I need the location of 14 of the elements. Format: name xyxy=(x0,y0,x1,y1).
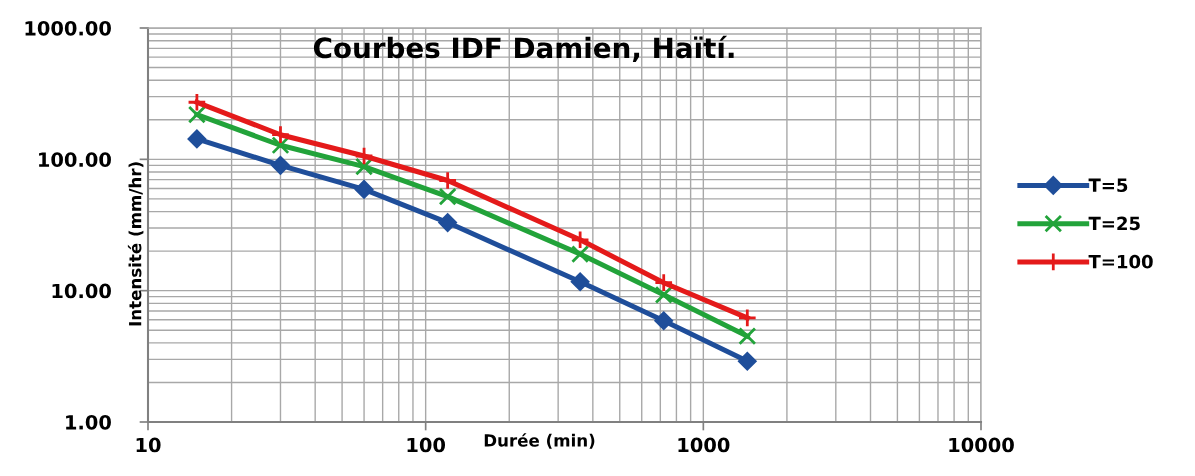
x-tick-label: 1000 xyxy=(678,437,730,453)
y-tick-label: 1.00 xyxy=(66,414,111,430)
x-tick-label: 10 xyxy=(136,437,161,453)
y-tick-label: 100.00 xyxy=(39,152,111,167)
x-tick-label: 10000 xyxy=(949,437,1014,453)
y-axis-title: Intensité (mm/hr) xyxy=(127,162,144,326)
chart-title: Courbes IDF Damien, Haïtí. xyxy=(313,35,734,62)
legend-label: T=25 xyxy=(1088,216,1140,231)
y-tick-label: 1000.00 xyxy=(25,20,111,36)
legend-label: T=5 xyxy=(1088,178,1128,192)
y-tick-label: 10.00 xyxy=(52,283,111,299)
x-axis-title: Durée (min) xyxy=(484,433,595,449)
x-tick-label: 100 xyxy=(407,437,446,453)
legend-label: T=100 xyxy=(1088,254,1153,269)
